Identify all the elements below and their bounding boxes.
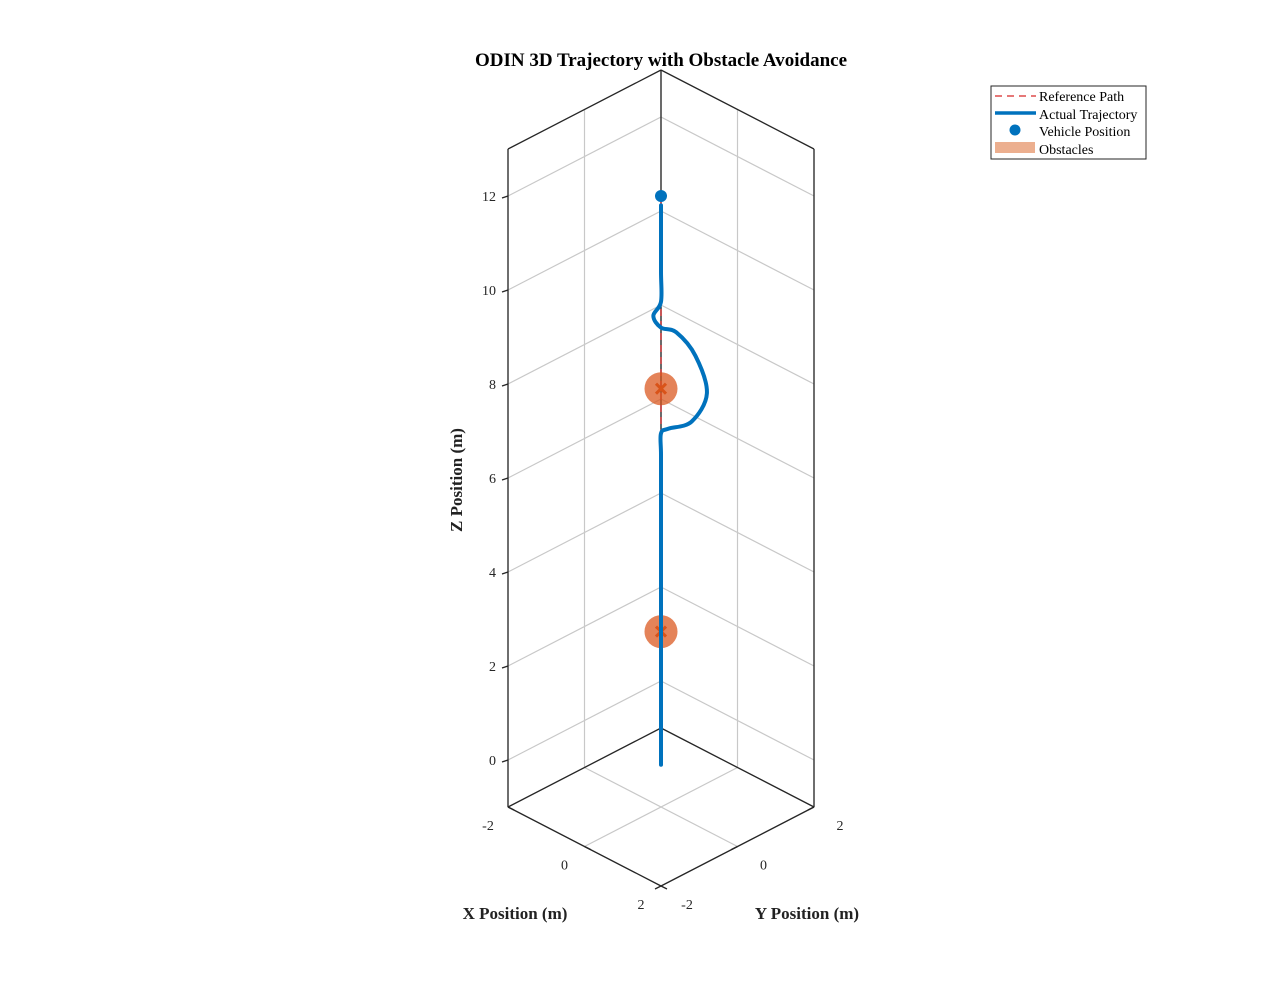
z-tick-label: 12 (482, 190, 496, 205)
z-tick-mark (501, 195, 509, 199)
z-tick-mark (501, 383, 509, 387)
z-axis-label: Z Position (m) (447, 428, 466, 532)
y-tick-label: 0 (760, 859, 767, 874)
z-tick-mark (501, 477, 509, 481)
actual-trajectory (651, 203, 709, 767)
trajectory-layer (651, 203, 709, 767)
axes-box-edge (507, 69, 662, 150)
tick-labels: 0 2 4 6 8 10 12 -2 0 2 -2 0 2 (482, 190, 844, 913)
legend-trajectory-label: Actual Trajectory (1039, 108, 1137, 123)
y-tick-mark (731, 845, 738, 851)
z-tick-label: 2 (489, 660, 496, 675)
x-tick-mark (584, 845, 591, 851)
z-tick-mark (501, 289, 509, 293)
z-tick-label: 6 (489, 472, 496, 487)
obstacle-center-marker (654, 382, 668, 395)
axes-box-edge (660, 727, 815, 808)
y-tick-mark (807, 806, 815, 811)
y-tick-label: 2 (837, 819, 844, 834)
chart-title: ODIN 3D Trajectory with Obstacle Avoidan… (475, 50, 847, 71)
legend-vehicle-swatch (1009, 124, 1021, 136)
x-tick-label: 0 (561, 859, 568, 874)
legend-vehicle-label: Vehicle Position (1039, 125, 1130, 140)
x-tick-label: -2 (482, 819, 494, 834)
z-tick-label: 10 (482, 284, 496, 299)
x-tick-label: 2 (638, 898, 645, 913)
legend-obstacle-swatch (995, 142, 1035, 153)
z-tick-label: 4 (489, 566, 496, 581)
floor-grid-y (584, 766, 738, 848)
z-tick-mark (501, 759, 509, 763)
x-tick-mark (507, 806, 515, 811)
legend: Reference Path Actual Trajectory Vehicle… (990, 85, 1147, 160)
z-tick-mark (501, 665, 509, 669)
z-tick-mark (501, 571, 509, 575)
vehicle-layer (655, 190, 667, 202)
y-tick-mark (654, 885, 662, 890)
axes-box-edge (660, 69, 815, 150)
axes-box-edge (507, 727, 662, 808)
legend-reference-label: Reference Path (1039, 90, 1124, 105)
z-tick-label: 8 (489, 378, 496, 393)
z-tick-label: 0 (489, 754, 496, 769)
x-axis-label: X Position (m) (463, 904, 568, 923)
y-axis-label: Y Position (m) (755, 904, 859, 923)
legend-obstacle-label: Obstacles (1039, 143, 1093, 158)
y-tick-label: -2 (681, 898, 693, 913)
vehicle-position-marker (655, 190, 667, 202)
x-tick-mark (660, 885, 668, 890)
